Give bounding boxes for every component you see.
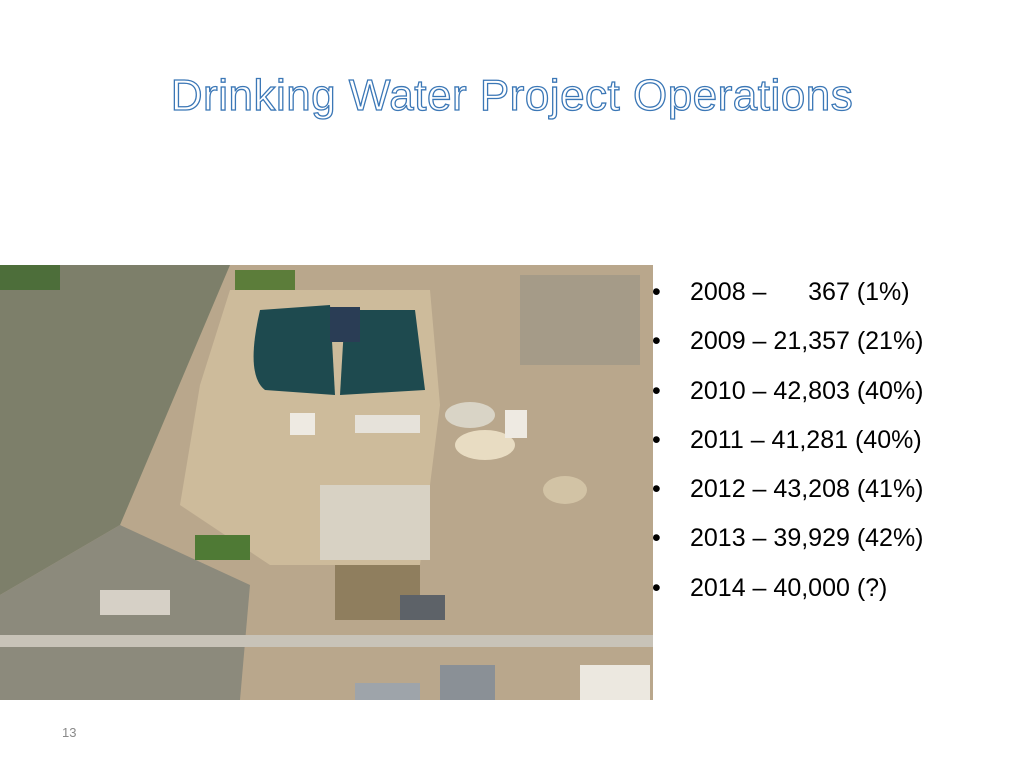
- bullet: 2012 – 43,208 (41%): [650, 465, 924, 515]
- field: [195, 535, 250, 560]
- building: [440, 665, 495, 700]
- filter-beds: [320, 485, 430, 560]
- mound: [543, 476, 587, 504]
- bullet: 2009 – 21,357 (21%): [650, 317, 924, 367]
- slide-title: Drinking Water Project Operations: [170, 70, 854, 120]
- bullet: 2008 – 367 (1%): [650, 268, 924, 318]
- building: [355, 683, 420, 700]
- building: [505, 410, 527, 438]
- tank: [455, 430, 515, 460]
- bullet: 2014 – 40,000 (?): [650, 564, 924, 614]
- bullet: 2013 – 39,929 (42%): [650, 514, 924, 564]
- yard: [520, 275, 640, 365]
- bullet: 2011 – 41,281 (40%): [650, 416, 924, 466]
- building: [100, 590, 170, 615]
- slide-number: 13: [62, 725, 77, 740]
- building: [290, 413, 315, 435]
- building: [355, 415, 420, 433]
- field: [235, 270, 295, 290]
- aerial-photo: [0, 265, 653, 700]
- building: [400, 595, 445, 620]
- tank: [445, 402, 495, 428]
- reservoir: [253, 305, 335, 395]
- field: [0, 265, 60, 290]
- bullet: 2010 – 42,803 (40%): [650, 367, 924, 417]
- building: [580, 665, 650, 700]
- neighborhood: [0, 265, 230, 595]
- basin: [330, 307, 360, 342]
- reservoir: [340, 310, 425, 395]
- bullet-list: 2008 – 367 (1%) 2009 – 21,357 (21%) 2010…: [650, 268, 924, 613]
- road: [0, 635, 653, 647]
